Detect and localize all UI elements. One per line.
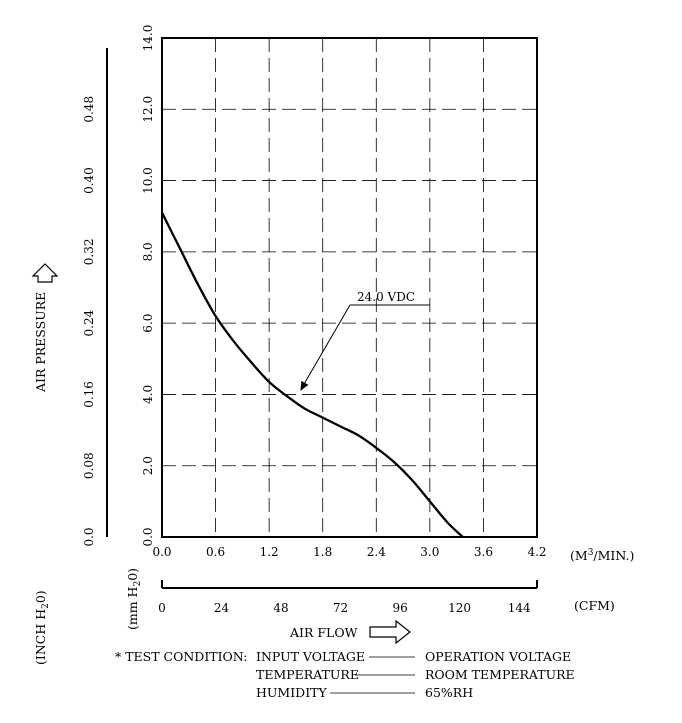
arrow-up-icon: [31, 263, 59, 283]
series-curve-24vdc: [160, 212, 464, 538]
y-tick-label: 10.0: [141, 167, 155, 194]
x-tick-label: 3.0: [420, 545, 439, 559]
annotation-label: 24.0 VDC: [357, 290, 415, 304]
cfm-tick-label: 24: [214, 601, 230, 615]
inch-tick-label: 0.48: [82, 96, 96, 123]
x-tick-label: 2.4: [367, 545, 386, 559]
tick-labels: 0.0 0.6 1.2 1.8 2.4 3.0 3.6 4.2 0.0 2.0 4.0 6.0 8.0 1…: [82, 25, 547, 615]
grid-lines: [162, 38, 537, 537]
cfm-tick-label: 96: [392, 601, 407, 615]
inch-tick-label: 0.40: [82, 167, 96, 194]
cfm-unit-label: (CFM): [574, 598, 615, 613]
x-tick-label: 0.0: [152, 545, 171, 559]
cfm-tick-label: 120: [448, 601, 471, 615]
y-tick-label: 2.0: [141, 456, 155, 475]
inch-tick-label: 0.08: [82, 452, 96, 479]
condition-value: OPERATION VOLTAGE: [425, 649, 571, 664]
y-tick-label: 14.0: [141, 25, 155, 52]
condition-value: 65%RH: [425, 685, 473, 700]
inch-unit-label: (INCH H20): [33, 590, 51, 665]
condition-label: TEMPERATURE: [256, 667, 359, 682]
cfm-tick-label: 144: [508, 601, 531, 615]
y-tick-label: 12.0: [141, 96, 155, 123]
x-tick-label: 1.2: [260, 545, 279, 559]
y-tick-label: 8.0: [141, 242, 155, 261]
plot-frame: [161, 37, 538, 538]
x-axis-label: AIR FLOW: [289, 625, 358, 640]
y-axis-label: AIR PRESSURE: [33, 292, 48, 393]
x-tick-label: 0.6: [206, 545, 225, 559]
annotation-leader: [301, 304, 351, 388]
y-tick-label: 4.0: [141, 385, 155, 404]
condition-label: HUMIDITY: [256, 685, 327, 700]
annotation: 24.0 VDC: [300, 290, 430, 391]
cfm-axis: [161, 580, 538, 589]
x-unit-label: (M3/MIN.): [570, 548, 634, 563]
x-tick-label: 4.2: [527, 545, 546, 559]
test-condition: * TEST CONDITION: INPUT VOLTAGE OPERATIO…: [115, 649, 575, 700]
cfm-tick-label: 0: [158, 601, 166, 615]
cfm-tick-label: 48: [273, 601, 288, 615]
test-condition-prefix: * TEST CONDITION:: [115, 649, 248, 664]
condition-value: ROOM TEMPERATURE: [425, 667, 575, 682]
inch-tick-label: 0.16: [82, 381, 96, 408]
x-tick-label: 1.8: [313, 545, 332, 559]
x-tick-label: 3.6: [474, 545, 493, 559]
condition-label: INPUT VOLTAGE: [256, 649, 365, 664]
y-tick-label: 6.0: [141, 314, 155, 333]
arrow-right-icon: [369, 619, 411, 645]
series-layer: [160, 212, 464, 538]
inch-tick-label: 0.32: [82, 238, 96, 265]
y-unit-label: (mm H20): [125, 568, 143, 630]
annotation-arrowhead: [300, 380, 309, 391]
inch-tick-label: 0.0: [82, 527, 96, 546]
cfm-tick-label: 72: [333, 601, 348, 615]
inch-tick-label: 0.24: [82, 309, 96, 336]
y-tick-label: 0.0: [141, 527, 155, 546]
